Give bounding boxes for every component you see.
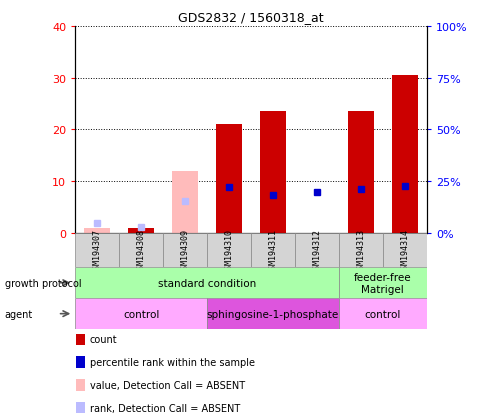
Bar xyxy=(215,125,242,233)
Bar xyxy=(76,379,85,391)
Text: growth protocol: growth protocol xyxy=(5,278,81,288)
Bar xyxy=(251,233,294,268)
Bar xyxy=(119,233,163,268)
Bar xyxy=(128,228,154,233)
Bar xyxy=(163,233,207,268)
Bar xyxy=(75,268,338,299)
Text: GSM194310: GSM194310 xyxy=(224,228,233,273)
Text: control: control xyxy=(122,309,159,319)
Bar xyxy=(84,228,110,233)
Bar xyxy=(207,299,338,329)
Text: count: count xyxy=(90,335,117,344)
Text: GSM194312: GSM194312 xyxy=(312,228,321,273)
Bar xyxy=(84,228,110,233)
Text: value, Detection Call = ABSENT: value, Detection Call = ABSENT xyxy=(90,380,244,390)
Text: GSM194308: GSM194308 xyxy=(136,228,145,273)
Text: standard condition: standard condition xyxy=(158,278,256,288)
Text: GSM194309: GSM194309 xyxy=(180,228,189,273)
Title: GDS2832 / 1560318_at: GDS2832 / 1560318_at xyxy=(178,11,323,24)
Bar xyxy=(347,112,373,233)
Text: feeder-free
Matrigel: feeder-free Matrigel xyxy=(353,272,411,294)
Bar xyxy=(75,233,119,268)
Bar xyxy=(259,112,286,233)
Bar xyxy=(294,233,338,268)
Bar xyxy=(171,171,198,233)
Bar xyxy=(76,356,85,368)
Text: control: control xyxy=(364,309,400,319)
Bar xyxy=(338,268,426,299)
Text: GSM194311: GSM194311 xyxy=(268,228,277,273)
Bar xyxy=(76,402,85,413)
Bar xyxy=(207,233,251,268)
Bar xyxy=(75,299,207,329)
Text: rank, Detection Call = ABSENT: rank, Detection Call = ABSENT xyxy=(90,403,240,413)
Text: GSM194307: GSM194307 xyxy=(92,228,102,273)
Text: sphingosine-1-phosphate: sphingosine-1-phosphate xyxy=(206,309,338,319)
Bar xyxy=(382,233,426,268)
Bar xyxy=(338,233,382,268)
Text: percentile rank within the sample: percentile rank within the sample xyxy=(90,357,254,367)
Bar xyxy=(338,299,426,329)
Text: GSM194313: GSM194313 xyxy=(356,228,364,273)
Bar xyxy=(76,334,85,346)
Text: GSM194314: GSM194314 xyxy=(399,228,408,273)
Bar xyxy=(391,76,417,233)
Text: agent: agent xyxy=(5,309,33,319)
